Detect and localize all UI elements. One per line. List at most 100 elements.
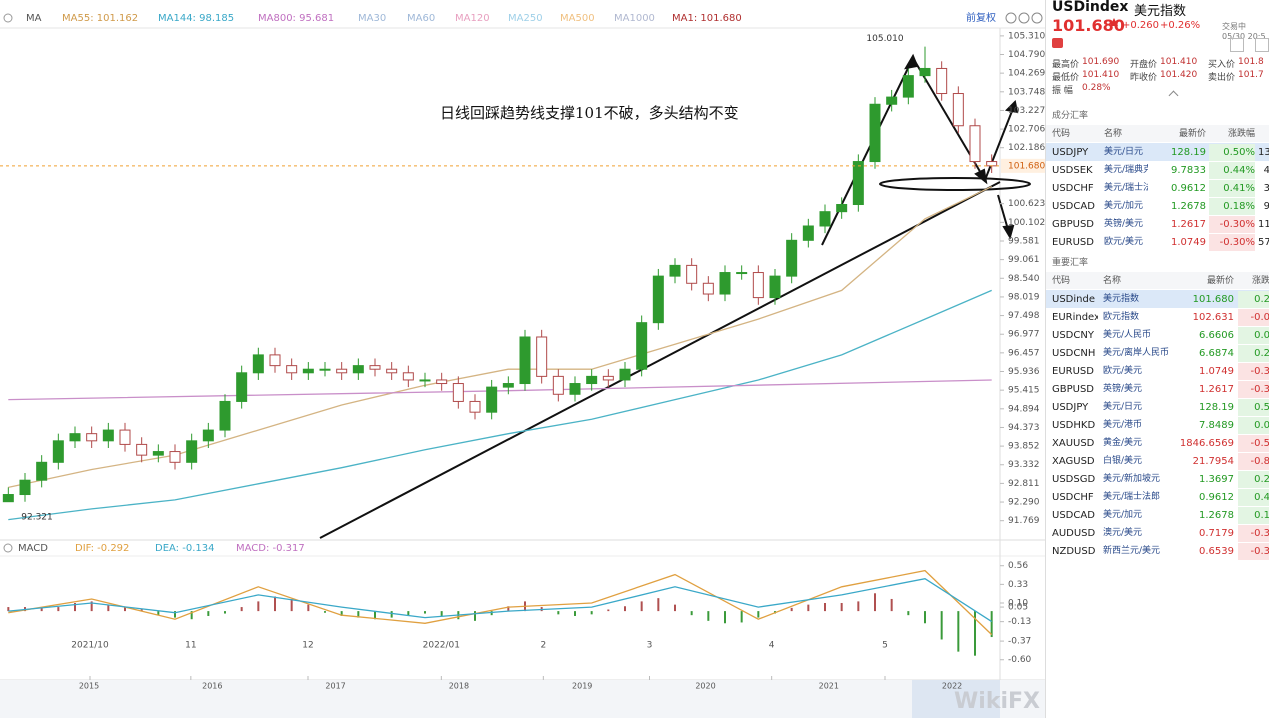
candle-body	[969, 125, 981, 163]
table-cell: 黄金/美元	[1103, 438, 1143, 448]
candle-body	[719, 272, 731, 295]
candle-body	[786, 239, 798, 277]
support-ellipse	[879, 177, 1031, 191]
table-cell: AUDUSD	[1052, 528, 1096, 539]
table-header: 名称	[1103, 276, 1122, 286]
table-cell: 0.9612	[1171, 183, 1206, 194]
candle-body	[169, 451, 181, 463]
indicator-legend: MA120	[455, 13, 490, 24]
annotation: 日线回踩趋势线支撑101不破，多头结构不变	[440, 104, 739, 122]
last-price-tag	[1001, 158, 1045, 173]
table-cell: 新西兰元/美元	[1103, 546, 1161, 556]
table-cell: 美元/瑞典克	[1104, 165, 1148, 175]
indicator-legend: MA60	[407, 13, 435, 24]
table-cell: -0.5	[1238, 435, 1269, 452]
y-tick-label: 96.457	[1008, 348, 1040, 358]
y-tick-label: 97.498	[1008, 311, 1040, 321]
indicator-legend: MA800: 95.681	[258, 13, 334, 24]
table-cell: 1.2678	[1199, 510, 1234, 521]
table-cell: -0.3	[1238, 525, 1269, 542]
candle-body	[552, 375, 564, 395]
y-tick-label: 102.706	[1008, 125, 1045, 135]
table-cell: 白银/美元	[1103, 456, 1143, 466]
settings-icon[interactable]	[3, 543, 13, 553]
table-header: 涨跌幅	[1227, 129, 1255, 139]
table-cell: 英镑/美元	[1103, 384, 1143, 394]
arrow-head	[1004, 99, 1019, 114]
table-cell: USDCNY	[1052, 330, 1094, 341]
adjust-toggle[interactable]: 前复权	[966, 11, 996, 24]
table-cell: 0.9612	[1199, 492, 1234, 503]
candle-body	[952, 93, 964, 127]
table-cell: 128.19	[1171, 147, 1206, 158]
x-tick-label: 2022/01	[423, 641, 460, 651]
table-cell: -0.3	[1238, 381, 1269, 398]
favorite-icon[interactable]	[1052, 38, 1063, 48]
table-cell: 1.3697	[1199, 474, 1234, 485]
reset-button[interactable]	[1005, 12, 1017, 24]
navigator-year: 2017	[325, 682, 345, 691]
candle-body	[119, 429, 131, 445]
table-cell: 美元/人民币	[1103, 330, 1152, 340]
candle-body	[302, 368, 314, 374]
table-row[interactable]	[1046, 290, 1269, 308]
indicator-legend: MA144: 98.185	[158, 13, 234, 24]
table-cell: 0.50%	[1209, 144, 1255, 161]
settings-icon[interactable]	[3, 13, 13, 23]
candle-body	[419, 379, 431, 382]
table-cell: 0.7179	[1199, 528, 1234, 539]
table-header: 涨跌	[1251, 276, 1269, 286]
navigator-year: 2020	[695, 682, 715, 691]
table-cell: 0.0	[1238, 327, 1269, 344]
navigator-year: 2021	[819, 682, 839, 691]
table-cell: 1.2678	[1171, 201, 1206, 212]
table-cell: 102.631	[1192, 312, 1234, 323]
macd-line	[8, 578, 993, 623]
y-tick-label: 98.540	[1008, 274, 1040, 284]
macd-line	[8, 569, 993, 636]
candle-body	[836, 204, 848, 213]
zoom-in-button[interactable]	[1031, 12, 1043, 24]
table-header: 最新价	[1206, 276, 1234, 286]
chart-area: WikiFX MA MA55: 101.162 MA144: 98.185 MA800…	[0, 11, 1045, 718]
candle-body	[19, 479, 31, 496]
y-tick-label: 94.894	[1008, 404, 1040, 414]
candle-body	[936, 67, 948, 95]
toolbar-icon[interactable]	[1230, 38, 1244, 52]
navigator-window[interactable]	[912, 680, 1000, 718]
candle-body	[452, 383, 464, 402]
y-tick-label: 100.623	[1008, 199, 1045, 209]
indicator-legend: MA1000	[614, 13, 655, 24]
indicator-legend: MA30	[358, 13, 386, 24]
toolbar-icon[interactable]	[1255, 38, 1269, 52]
candle-body	[286, 365, 298, 374]
y-tick-label: 91.769	[1008, 516, 1040, 526]
table-cell: 128.19	[1199, 402, 1234, 413]
watermark: WikiFX	[954, 689, 1040, 714]
collapse-icon[interactable]	[1168, 90, 1179, 101]
candle-body	[202, 429, 214, 442]
candle-body	[802, 225, 814, 241]
navigator[interactable]	[0, 680, 1045, 718]
table-cell: 美元/日元	[1103, 402, 1143, 412]
table-cell: USDinde	[1052, 294, 1095, 305]
stat-label: 最高价	[1052, 60, 1080, 70]
table-cell: 57	[1258, 237, 1269, 248]
zoom-out-button[interactable]	[1018, 12, 1030, 24]
table-header: 代码	[1052, 276, 1071, 286]
symbol: USDindex	[1052, 0, 1129, 15]
x-tick-label: 3	[647, 641, 653, 651]
candle-body	[269, 354, 281, 367]
stat-label: 开盘价	[1130, 60, 1158, 70]
table-cell: -0.8	[1238, 453, 1269, 470]
y-tick-label: 96.977	[1008, 330, 1040, 340]
y-tick-label: 92.290	[1008, 498, 1040, 508]
section-title: 重要汇率	[1052, 258, 1089, 268]
candle-body	[252, 354, 264, 374]
table-cell: 0.1	[1238, 507, 1269, 524]
table-cell: USDJPY	[1052, 147, 1089, 158]
table-cell: 0.6539	[1199, 546, 1234, 557]
candle-body	[236, 372, 248, 402]
table-cell: 9	[1258, 198, 1269, 215]
stat-label: 振 幅	[1052, 86, 1073, 96]
